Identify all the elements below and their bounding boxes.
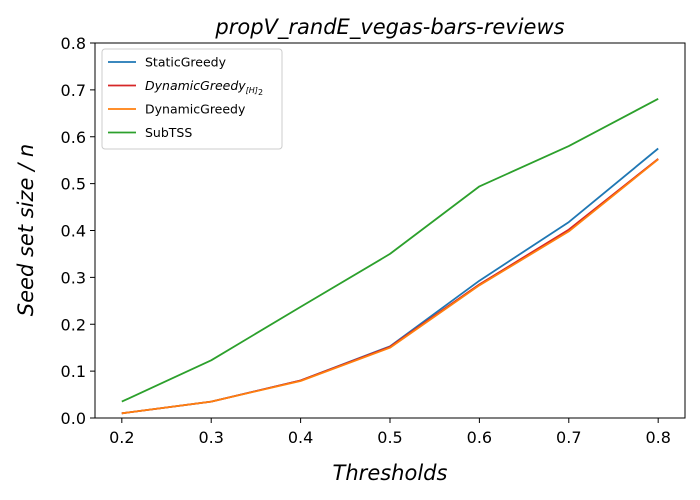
legend-label: StaticGreedy	[145, 55, 227, 70]
legend-label: SubTSS	[145, 125, 192, 140]
y-tick-label: 0.5	[61, 175, 86, 194]
x-axis-label: Thresholds	[333, 461, 448, 485]
y-tick-label: 0.4	[61, 222, 86, 241]
x-tick-label: 0.2	[109, 428, 134, 447]
y-tick-label: 0.8	[61, 34, 86, 53]
y-tick-label: 0.1	[61, 362, 86, 381]
series-line-2	[121, 158, 659, 415]
legend-label: DynamicGreedy[H]2	[145, 78, 263, 97]
y-tick-label: 0.2	[61, 315, 86, 334]
x-tick-label: 0.4	[288, 428, 313, 447]
series-line-0	[121, 147, 659, 415]
legend-label: DynamicGreedy	[145, 102, 246, 117]
x-tick-label: 0.5	[377, 428, 402, 447]
y-tick-label: 0.0	[61, 409, 86, 428]
x-tick-label: 0.8	[645, 428, 670, 447]
y-tick-label: 0.7	[61, 81, 86, 100]
x-tick-label: 0.3	[198, 428, 223, 447]
y-tick-label: 0.6	[61, 128, 86, 147]
series-line-1	[121, 158, 659, 415]
legend: StaticGreedy DynamicGreedy[H]2 DynamicGree…	[101, 48, 283, 150]
legend-box	[101, 48, 283, 150]
y-axis-label: Seed set size / n	[14, 144, 38, 316]
series-line-3	[121, 98, 659, 403]
plot-area: 0.2 0.3 0.4 0.5 0.6 0.7 0.8 0.0 0.1 0.2 0.3 0.4 0.5 0…	[61, 34, 686, 447]
y-tick-label: 0.3	[61, 268, 86, 287]
x-tick-label: 0.7	[556, 428, 581, 447]
x-tick-label: 0.6	[467, 428, 492, 447]
chart-title: propV_randE_vegas-bars-reviews	[214, 15, 564, 40]
